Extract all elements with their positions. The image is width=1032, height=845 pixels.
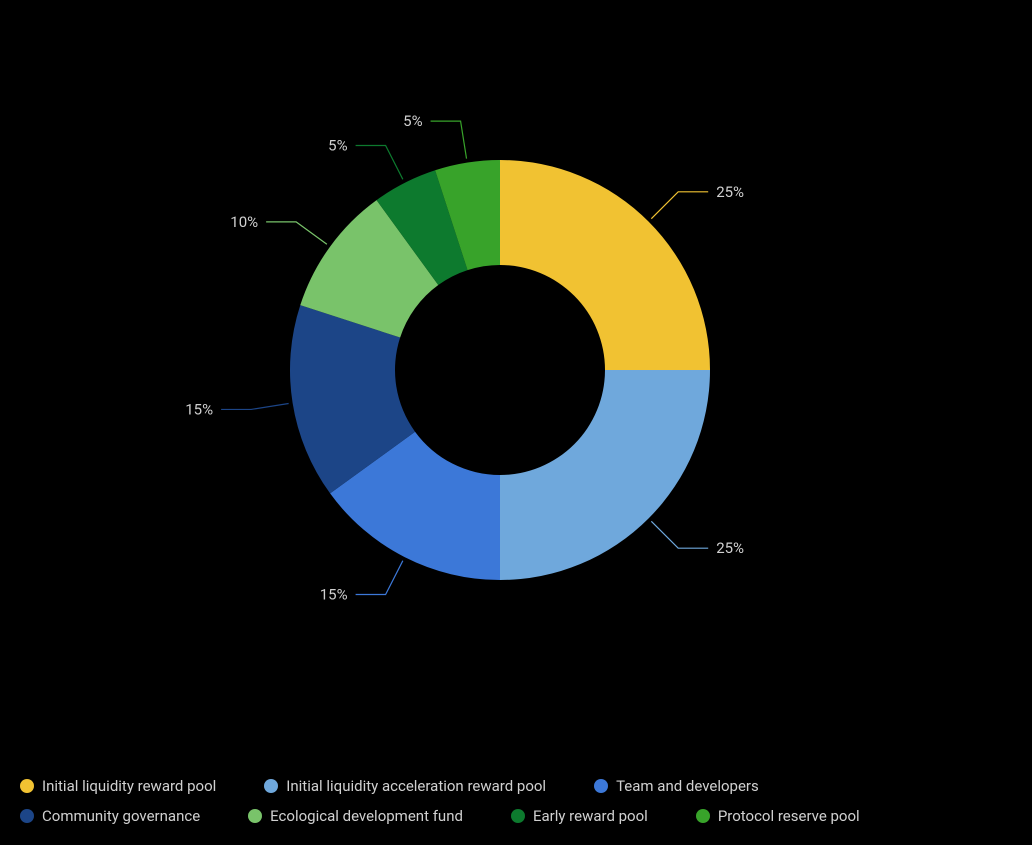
legend-swatch (511, 809, 525, 823)
leader-line (266, 222, 327, 244)
legend-item: Protocol reserve pool (696, 807, 860, 825)
legend-item: Ecological development fund (248, 807, 463, 825)
slice-value-label: 25% (716, 539, 744, 557)
legend-item: Early reward pool (511, 807, 648, 825)
leader-line (431, 121, 467, 159)
chart-legend: Initial liquidity reward pool Initial liq… (20, 777, 1012, 825)
legend-item: Initial liquidity reward pool (20, 777, 216, 795)
slice-value-label: 5% (403, 112, 422, 130)
legend-item: Community governance (20, 807, 200, 825)
legend-item: Initial liquidity acceleration reward po… (264, 777, 546, 795)
legend-swatch (20, 809, 34, 823)
legend-swatch (696, 809, 710, 823)
leader-line (651, 192, 708, 219)
legend-label: Early reward pool (533, 807, 648, 825)
leader-line (651, 521, 708, 548)
legend-label: Team and developers (616, 777, 759, 795)
leader-line (221, 403, 289, 409)
leader-line (356, 561, 403, 595)
legend-label: Protocol reserve pool (718, 807, 860, 825)
slice-value-label: 10% (230, 213, 258, 231)
slice-value-label: 25% (716, 183, 744, 201)
legend-label: Community governance (42, 807, 200, 825)
slice-value-label: 5% (328, 136, 347, 154)
legend-label: Ecological development fund (270, 807, 463, 825)
slice-value-label: 15% (320, 586, 348, 604)
legend-swatch (20, 779, 34, 793)
legend-swatch (248, 809, 262, 823)
legend-swatch (264, 779, 278, 793)
leader-line (356, 145, 403, 179)
legend-label: Initial liquidity acceleration reward po… (286, 777, 546, 795)
donut-chart: 25% 25% 15% 15% 10% 5% 5% (0, 0, 1032, 720)
legend-item: Team and developers (594, 777, 759, 795)
legend-swatch (594, 779, 608, 793)
legend-label: Initial liquidity reward pool (42, 777, 216, 795)
slice-value-label: 15% (185, 400, 213, 418)
